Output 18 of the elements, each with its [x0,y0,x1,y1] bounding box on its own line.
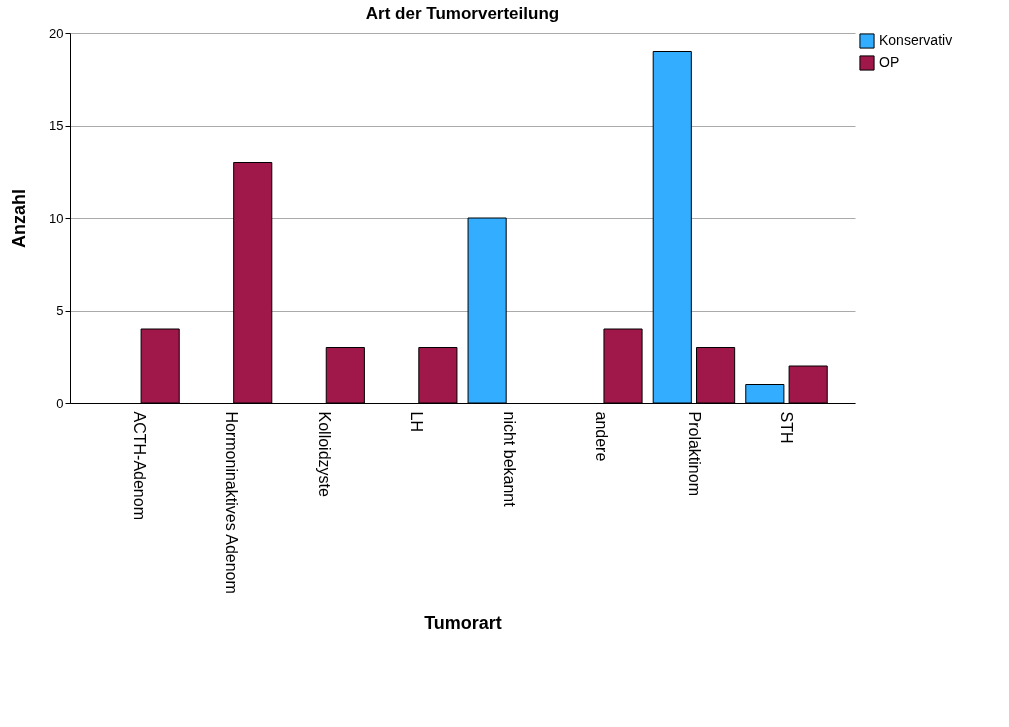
x-tick-label: Prolaktinom [685,411,703,496]
x-tick-label: Hormoninaktives Adenom [223,411,241,594]
x-tick-label: nicht bekannt [500,411,518,508]
x-axis-title: Tumorart [424,612,502,633]
y-tick-label: 10 [49,210,64,226]
x-tick-label: STH [778,411,796,444]
y-axis-title: Anzahl [9,188,30,249]
y-tick-label: 5 [56,303,64,318]
x-tick-label: andere [593,411,611,462]
chart-title: Art der Tumorverteilung [365,4,560,23]
y-tick-label: 0 [56,395,64,411]
y-tick-label: 20 [49,25,64,41]
legend-label: Konservativ [879,32,953,48]
x-tick-label: LH [408,411,426,432]
x-tick-label: ACTH-Adenom [130,411,148,520]
legend-label: OP [879,54,900,70]
y-tick-label: 15 [49,118,64,133]
x-tick-label: Kolloidzyste [315,411,333,497]
